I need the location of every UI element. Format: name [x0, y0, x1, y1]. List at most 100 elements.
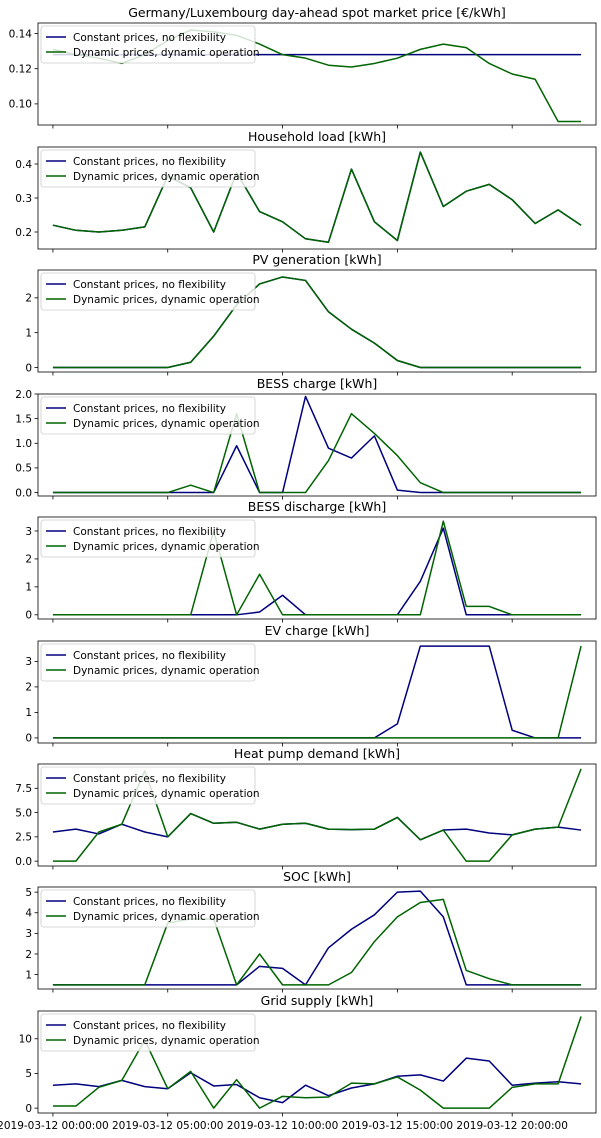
y-tick-label: 0.14 — [9, 28, 33, 40]
y-tick-label: 0.10 — [9, 99, 32, 111]
panel-7: Heat pump demand [kWh] 0.0 2.5 5.0 7.5 Consta… — [15, 746, 597, 870]
y-tick-label: 7.5 — [15, 783, 32, 795]
panel-title: SOC [kWh] — [283, 869, 351, 884]
y-tick-label: 0 — [25, 733, 32, 745]
legend-label: Constant prices, no flexibility — [73, 279, 226, 291]
y-tick-label: 1 — [25, 707, 32, 719]
y-tick-label: 2 — [25, 949, 32, 961]
y-tick-label: 1.5 — [15, 413, 32, 425]
series-line-dynamic — [52, 412, 582, 494]
y-tick-label: 4 — [25, 908, 32, 920]
plot-frame — [37, 763, 597, 867]
panel-title: PV generation [kWh] — [252, 252, 381, 267]
legend-label: Constant prices, no flexibility — [73, 650, 226, 662]
legend: Constant prices, no flexibility Dynamic p… — [40, 149, 260, 188]
y-tick-label: 0.0 — [15, 487, 32, 499]
plot-frame — [37, 1010, 597, 1114]
series-line-dynamic — [52, 645, 582, 739]
panel-9: Grid supply [kWh] 0 5 10 2019-03-12 00:00:00… — [0, 993, 597, 1132]
y-tick-label: 5 — [25, 887, 32, 899]
legend-label: Dynamic prices, dynamic operation — [73, 294, 260, 306]
panel-2: Household load [kWh] 0.2 0.3 0.4 Constant pr… — [15, 129, 597, 253]
legend-label: Dynamic prices, dynamic operation — [73, 418, 260, 430]
series-line-dynamic — [52, 898, 582, 986]
y-tick-label: 0.0 — [15, 856, 32, 868]
panel-6: EV charge [kWh] 0 1 2 3 Constant prices, no f… — [25, 623, 597, 747]
legend-box — [40, 149, 256, 188]
plot-frame — [37, 22, 597, 126]
y-tick-label: 5 — [25, 1068, 32, 1080]
y-tick-label: 0 — [25, 362, 32, 374]
legend-label: Dynamic prices, dynamic operation — [73, 541, 260, 553]
panel-8: SOC [kWh] 1 2 3 4 5 Constant prices, no flexib… — [25, 869, 597, 993]
panel-title: Heat pump demand [kWh] — [234, 746, 400, 761]
legend: Constant prices, no flexibility Dynamic p… — [40, 1013, 260, 1052]
panel-5: BESS discharge [kWh] 0 1 2 3 Constant prices,… — [25, 499, 597, 623]
panel-title: Germany/Luxembourg day-ahead spot market… — [128, 5, 506, 20]
legend-label: Dynamic prices, dynamic operation — [73, 1035, 260, 1047]
plot-frame — [37, 269, 597, 373]
panel-1: Germany/Luxembourg day-ahead spot market… — [9, 5, 597, 129]
y-tick-label: 3 — [25, 928, 32, 940]
panel-title: Grid supply [kWh] — [261, 993, 374, 1008]
plot-frame — [37, 886, 597, 990]
legend-label: Dynamic prices, dynamic operation — [73, 911, 260, 923]
legend-label: Constant prices, no flexibility — [73, 32, 226, 44]
legend-box — [40, 643, 256, 682]
plot-frame — [37, 516, 597, 620]
y-tick-label: 1 — [25, 582, 32, 594]
legend-box — [40, 25, 256, 64]
y-tick-label: 2 — [25, 293, 32, 305]
y-tick-label: 2.5 — [15, 832, 32, 844]
y-tick-label: 3 — [25, 656, 32, 668]
legend-box — [40, 396, 256, 435]
y-tick-label: 0.5 — [15, 463, 32, 475]
panel-title: BESS charge [kWh] — [257, 376, 378, 391]
series-line-constant — [52, 1057, 582, 1104]
panel-3: PV generation [kWh] 0 1 2 Constant prices, n… — [25, 252, 597, 376]
y-tick-label: 0.4 — [15, 159, 32, 171]
legend: Constant prices, no flexibility Dynamic p… — [40, 643, 260, 682]
y-tick-label: 3 — [25, 526, 32, 538]
y-tick-label: 10 — [19, 1034, 32, 1046]
legend-label: Constant prices, no flexibility — [73, 773, 226, 785]
legend-box — [40, 766, 256, 805]
panel-title: BESS discharge [kWh] — [248, 499, 386, 514]
series-line-dynamic — [52, 151, 582, 243]
series-line-dynamic — [52, 520, 582, 616]
y-tick-label: 0 — [25, 610, 32, 622]
panel-4: BESS charge [kWh] 0.0 0.5 1.0 1.5 2.0 Constant… — [15, 376, 597, 500]
legend-box — [40, 889, 256, 928]
x-tick-label: 2019-03-12 20:00:00 — [456, 1120, 568, 1132]
y-tick-label: 0 — [25, 1103, 32, 1115]
legend: Constant prices, no flexibility Dynamic p… — [40, 766, 260, 805]
y-tick-label: 1.0 — [15, 438, 32, 450]
legend-label: Dynamic prices, dynamic operation — [73, 665, 260, 677]
legend-box — [40, 1013, 256, 1052]
y-tick-label: 5.0 — [15, 807, 32, 819]
legend: Constant prices, no flexibility Dynamic p… — [40, 519, 260, 558]
legend: Constant prices, no flexibility Dynamic p… — [40, 396, 260, 435]
y-tick-label: 1 — [25, 327, 32, 339]
panel-title: EV charge [kWh] — [265, 623, 370, 638]
y-tick-label: 2 — [25, 682, 32, 694]
legend-label: Dynamic prices, dynamic operation — [73, 788, 260, 800]
legend-label: Constant prices, no flexibility — [73, 896, 226, 908]
x-tick-label: 2019-03-12 00:00:00 — [0, 1120, 109, 1132]
panel-title: Household load [kWh] — [248, 129, 386, 144]
legend-box — [40, 519, 256, 558]
plot-frame — [37, 640, 597, 744]
legend-box — [40, 272, 256, 311]
x-tick-label: 2019-03-12 15:00:00 — [342, 1120, 454, 1132]
legend-label: Dynamic prices, dynamic operation — [73, 171, 260, 183]
x-tick-label: 2019-03-12 05:00:00 — [112, 1120, 224, 1132]
legend-label: Constant prices, no flexibility — [73, 526, 226, 538]
legend-label: Dynamic prices, dynamic operation — [73, 47, 260, 59]
x-tick-label: 2019-03-12 10:00:00 — [227, 1120, 339, 1132]
legend-label: Constant prices, no flexibility — [73, 403, 226, 415]
series-line-dynamic — [52, 276, 582, 369]
legend: Constant prices, no flexibility Dynamic p… — [40, 889, 260, 928]
y-tick-label: 0.3 — [15, 193, 32, 205]
